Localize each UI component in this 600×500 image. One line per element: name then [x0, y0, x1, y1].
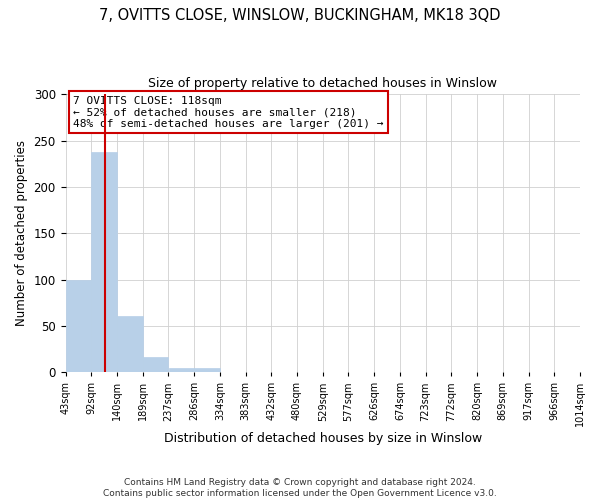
Text: Contains HM Land Registry data © Crown copyright and database right 2024.
Contai: Contains HM Land Registry data © Crown c… [103, 478, 497, 498]
Bar [65, 280, 91, 372]
X-axis label: Distribution of detached houses by size in Winslow: Distribution of detached houses by size … [164, 432, 482, 445]
Bar [91, 152, 117, 372]
Bar [169, 368, 194, 372]
Title: Size of property relative to detached houses in Winslow: Size of property relative to detached ho… [148, 78, 497, 90]
Text: 7 OVITTS CLOSE: 118sqm
← 52% of detached houses are smaller (218)
48% of semi-de: 7 OVITTS CLOSE: 118sqm ← 52% of detached… [73, 96, 384, 129]
Text: 7, OVITTS CLOSE, WINSLOW, BUCKINGHAM, MK18 3QD: 7, OVITTS CLOSE, WINSLOW, BUCKINGHAM, MK… [99, 8, 501, 22]
Bar [117, 316, 143, 372]
Bar [143, 358, 168, 372]
Bar [194, 368, 220, 372]
Y-axis label: Number of detached properties: Number of detached properties [15, 140, 28, 326]
